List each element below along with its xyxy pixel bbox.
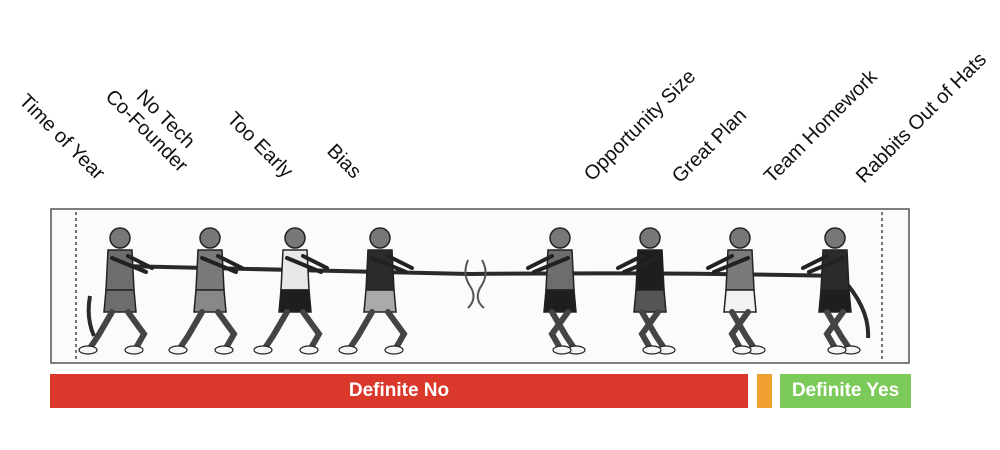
puller-figure-7 (706, 227, 766, 355)
centre-knot (464, 259, 487, 309)
definite-yes-label: Definite Yes (791, 380, 900, 401)
label-no-tech-cofounder: No Tech Co-Founder (100, 85, 200, 177)
label-time-of-year: Time of Year (14, 90, 109, 185)
puller-figure-2 (168, 227, 244, 355)
label-bias: Bias (322, 140, 366, 184)
puller-figure-1 (78, 227, 154, 355)
label-too-early: Too Early (222, 108, 297, 183)
puller-figure-5 (526, 227, 586, 355)
definite-no-label: Definite No (348, 380, 450, 401)
puller-figure-4 (338, 227, 414, 355)
label-great-plan: Great Plan (668, 104, 752, 188)
label-rabbits-out-of-hats: Rabbits Out of Hats (852, 48, 991, 188)
puller-figure-3 (253, 227, 329, 355)
scene-frame (50, 208, 910, 364)
puller-figure-6 (616, 227, 676, 355)
definite-yes-bar: Definite Yes (780, 374, 911, 408)
rope (119, 264, 841, 278)
tug-of-war-illustration (50, 208, 910, 364)
puller-figure-8 (801, 227, 861, 355)
maybe-bar (757, 374, 772, 408)
definite-no-bar: Definite No (50, 374, 748, 408)
